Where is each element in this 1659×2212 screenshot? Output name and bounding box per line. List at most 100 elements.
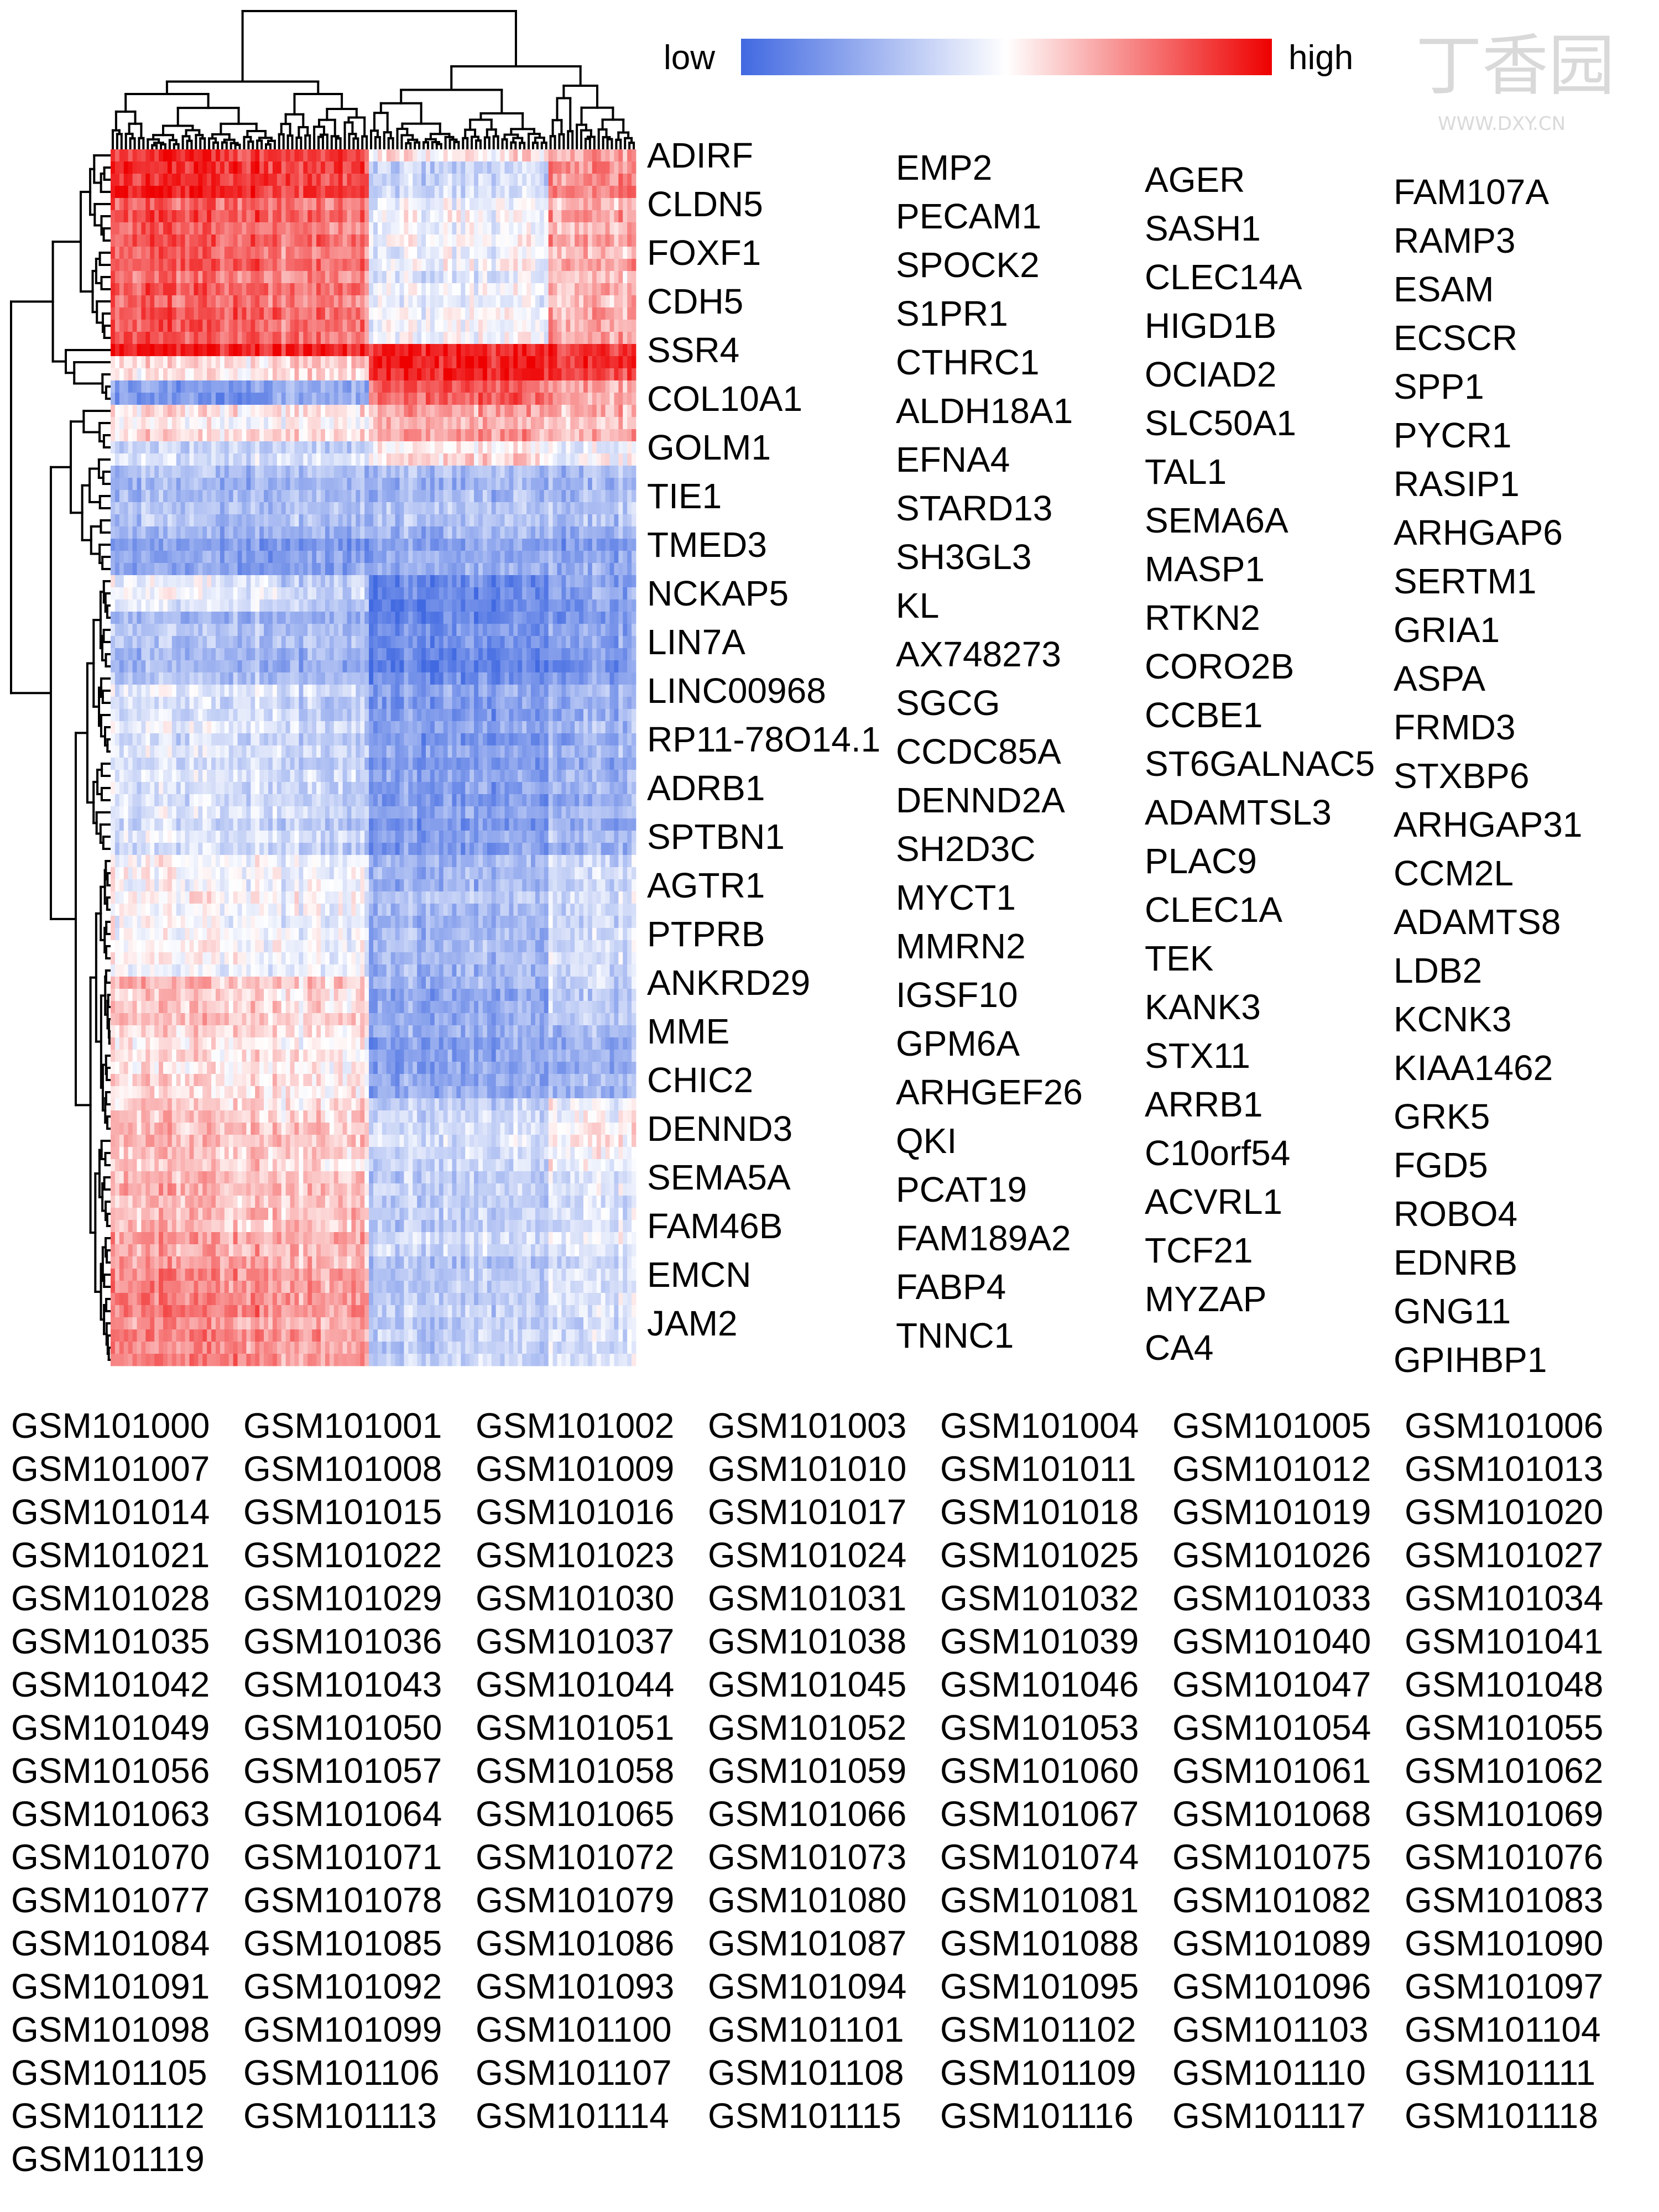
- heatmap-cell: [294, 417, 299, 430]
- heatmap-cell: [373, 283, 378, 296]
- heatmap-cell: [548, 332, 553, 345]
- heatmap-cell: [561, 441, 566, 454]
- heatmap-cell: [220, 551, 225, 564]
- heatmap-cell: [487, 368, 492, 381]
- heatmap-cell: [509, 307, 514, 320]
- heatmap-cell: [526, 441, 531, 454]
- heatmap-cell: [474, 466, 479, 478]
- heatmap-cell: [632, 332, 637, 345]
- heatmap-cell: [601, 417, 606, 430]
- heatmap-cell: [373, 478, 378, 491]
- heatmap-cell: [478, 332, 483, 345]
- heatmap-cell: [557, 283, 562, 296]
- heatmap-cell: [141, 405, 146, 418]
- heatmap-cell: [566, 320, 571, 332]
- heatmap-cell: [382, 210, 387, 223]
- heatmap-cell: [575, 453, 580, 466]
- heatmap-cell: [264, 149, 269, 162]
- heatmap-cell: [561, 222, 566, 235]
- heatmap-cell: [561, 526, 566, 539]
- heatmap-cell: [356, 186, 361, 199]
- heatmap-cell: [329, 380, 335, 393]
- heatmap-cell: [364, 161, 369, 174]
- heatmap-cell: [333, 551, 339, 564]
- heatmap-cell: [557, 575, 562, 588]
- heatmap-cell: [119, 234, 124, 247]
- heatmap-cell: [627, 161, 632, 174]
- heatmap-cell: [237, 222, 242, 235]
- heatmap-cell: [171, 295, 177, 308]
- heatmap-cell: [390, 502, 395, 515]
- heatmap-cell: [596, 393, 602, 405]
- heatmap-cell: [342, 417, 347, 430]
- heatmap-cell: [329, 514, 335, 527]
- heatmap-cell: [522, 466, 527, 478]
- heatmap-cell: [421, 344, 426, 357]
- heatmap-cell: [185, 307, 190, 320]
- heatmap-cell: [211, 478, 216, 491]
- heatmap-cell: [198, 307, 203, 320]
- heatmap-cell: [251, 161, 255, 174]
- heatmap-cell: [504, 149, 509, 162]
- heatmap-cell: [342, 174, 347, 186]
- heatmap-cell: [233, 393, 238, 405]
- heatmap-cell: [150, 210, 155, 223]
- row-dendrogram: [10, 154, 112, 1361]
- heatmap-cell: [360, 283, 365, 296]
- heatmap-cell: [185, 210, 190, 223]
- heatmap-cell: [224, 466, 229, 478]
- heatmap-cell: [404, 526, 409, 539]
- heatmap-cell: [579, 539, 584, 551]
- heatmap-cell: [377, 295, 383, 308]
- heatmap-cell: [509, 417, 514, 430]
- heatmap-cell: [264, 575, 269, 588]
- heatmap-cell: [268, 490, 273, 503]
- heatmap-cell: [251, 356, 255, 369]
- heatmap-cell: [408, 478, 413, 491]
- heatmap-cell: [329, 149, 335, 162]
- heatmap-cell: [522, 393, 527, 405]
- heatmap-cell: [482, 161, 488, 174]
- heatmap-cell: [509, 222, 514, 235]
- heatmap-cell: [224, 247, 229, 259]
- heatmap-cell: [544, 247, 549, 259]
- heatmap-cell: [592, 356, 597, 369]
- heatmap-cell: [609, 563, 614, 576]
- heatmap-cell: [513, 186, 518, 199]
- heatmap-cell: [137, 575, 142, 588]
- heatmap-cell: [145, 198, 150, 211]
- heatmap-cell: [535, 405, 540, 418]
- heatmap-cell: [316, 393, 321, 405]
- heatmap-cell: [132, 332, 137, 345]
- heatmap-cell: [211, 453, 216, 466]
- heatmap-cell: [259, 380, 264, 393]
- heatmap-cell: [220, 490, 225, 503]
- heatmap-cell: [325, 466, 330, 478]
- heatmap-cell: [500, 320, 505, 332]
- heatmap-cell: [439, 247, 444, 259]
- heatmap-cell: [145, 526, 150, 539]
- heatmap-cell: [482, 551, 488, 564]
- heatmap-cell: [570, 417, 575, 430]
- heatmap-cell: [447, 563, 452, 576]
- heatmap-cell: [276, 222, 282, 235]
- heatmap-cell: [575, 368, 580, 381]
- heatmap-cell: [194, 368, 199, 381]
- heatmap-cell: [228, 320, 234, 332]
- heatmap-cell: [128, 234, 133, 247]
- heatmap-cell: [316, 149, 321, 162]
- heatmap-cell: [417, 222, 422, 235]
- heatmap-cell: [605, 393, 610, 405]
- heatmap-cell: [482, 210, 488, 223]
- heatmap-cell: [592, 247, 597, 259]
- heatmap-cell: [132, 283, 137, 296]
- heatmap-cell: [145, 453, 150, 466]
- heatmap-cell: [189, 551, 194, 564]
- heatmap-cell: [408, 393, 413, 405]
- heatmap-cell: [399, 283, 404, 296]
- heatmap-cell: [321, 551, 326, 564]
- heatmap-cell: [220, 453, 225, 466]
- heatmap-cell: [390, 539, 395, 551]
- heatmap-cell: [369, 502, 374, 515]
- heatmap-cell: [627, 210, 632, 223]
